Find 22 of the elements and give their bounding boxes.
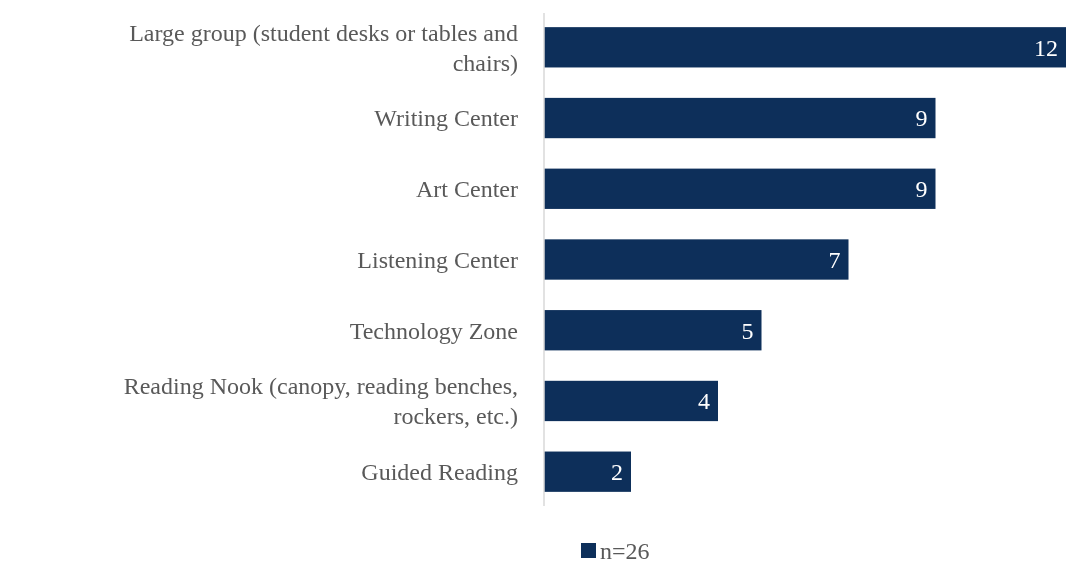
data-label: 5: [741, 317, 754, 344]
data-label: 9: [915, 105, 928, 132]
bar: [544, 380, 718, 422]
y-tick-label: Writing Center: [374, 105, 518, 132]
data-label: 9: [915, 176, 928, 203]
y-tick-label: Technology Zone: [349, 317, 518, 344]
y-tick-label: Art Center: [416, 176, 518, 203]
bar: [544, 451, 631, 492]
bar: [544, 97, 936, 139]
bar: [544, 239, 849, 280]
data-label: 12: [1034, 34, 1058, 61]
bar: [544, 27, 1066, 68]
bar: [544, 310, 762, 351]
bar: [544, 168, 936, 209]
y-tick-label: Large group (student desks or tables and chairs): [129, 19, 518, 76]
y-tick-label: Reading Nook (canopy, reading benches, rockers, etc.): [123, 373, 518, 430]
data-label: 2: [611, 459, 623, 486]
data-label: 7: [828, 246, 841, 273]
data-label: 4: [698, 388, 710, 415]
y-tick-label: Guided Reading: [361, 459, 518, 486]
legend-label: n=26: [600, 538, 650, 563]
y-tick-label: Listening Center: [357, 246, 518, 273]
